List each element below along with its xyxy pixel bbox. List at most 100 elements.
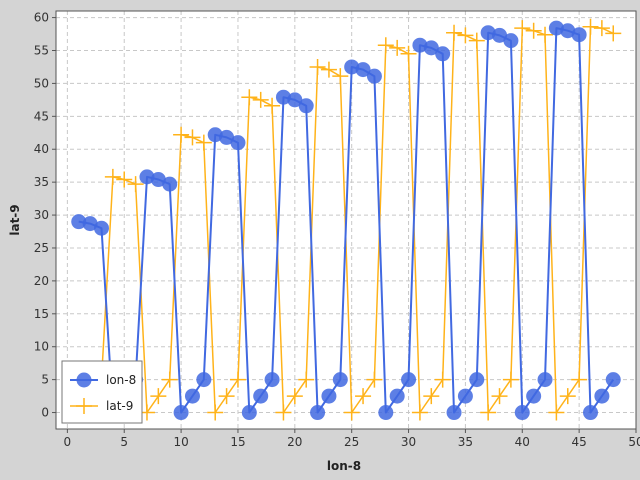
data-point-lat-9 bbox=[491, 388, 508, 405]
data-point-lon-8 bbox=[298, 98, 314, 114]
data-point-lon-8 bbox=[287, 92, 303, 108]
y-tick-label: 30 bbox=[34, 208, 49, 222]
data-point-lat-9 bbox=[275, 404, 292, 421]
y-tick-label: 25 bbox=[34, 241, 49, 255]
data-point-lat-9 bbox=[184, 129, 201, 146]
data-point-lon-8 bbox=[366, 68, 382, 84]
data-point-lat-9 bbox=[525, 22, 542, 39]
y-tick-label: 20 bbox=[34, 274, 49, 288]
data-point-lon-8 bbox=[492, 27, 508, 43]
data-point-lon-8 bbox=[514, 405, 530, 421]
data-point-lat-9 bbox=[195, 134, 212, 151]
y-tick-label: 15 bbox=[34, 307, 49, 321]
data-point-lon-8 bbox=[321, 388, 337, 404]
data-point-lat-9 bbox=[173, 126, 190, 143]
y-tick-label: 55 bbox=[34, 43, 49, 57]
data-point-lat-9 bbox=[252, 91, 269, 108]
x-tick-label: 35 bbox=[458, 435, 473, 449]
legend-marker-lon-8 bbox=[76, 372, 92, 388]
x-tick-label: 30 bbox=[401, 435, 416, 449]
data-point-lat-9 bbox=[332, 68, 349, 85]
data-point-lat-9 bbox=[298, 371, 315, 388]
data-point-lon-8 bbox=[253, 388, 269, 404]
data-point-lat-9 bbox=[480, 404, 497, 421]
data-point-lat-9 bbox=[559, 388, 576, 405]
data-point-lon-8 bbox=[503, 33, 519, 49]
data-point-lon-8 bbox=[605, 372, 621, 388]
data-point-lon-8 bbox=[423, 40, 439, 56]
data-point-lon-8 bbox=[355, 62, 371, 78]
data-point-lon-8 bbox=[583, 405, 599, 421]
data-point-lon-8 bbox=[275, 89, 291, 105]
series-lon-8 bbox=[71, 20, 621, 421]
legend-label-lat-9: lat-9 bbox=[106, 399, 133, 413]
data-point-lat-9 bbox=[104, 168, 121, 185]
x-tick-label: 15 bbox=[230, 435, 245, 449]
data-point-lat-9 bbox=[150, 388, 167, 405]
data-point-lon-8 bbox=[344, 59, 360, 75]
x-tick-label: 20 bbox=[287, 435, 302, 449]
legend-box bbox=[61, 360, 143, 424]
data-point-lon-8 bbox=[332, 372, 348, 388]
data-point-lon-8 bbox=[93, 220, 109, 236]
data-point-lat-9 bbox=[514, 20, 531, 37]
data-point-lat-9 bbox=[377, 37, 394, 54]
data-point-lat-9 bbox=[423, 388, 440, 405]
data-point-lon-8 bbox=[82, 216, 98, 232]
y-tick-label: 60 bbox=[34, 11, 49, 25]
data-point-lat-9 bbox=[400, 45, 417, 62]
x-tick-label: 45 bbox=[571, 435, 586, 449]
data-point-lat-9 bbox=[320, 61, 337, 78]
data-point-lat-9 bbox=[389, 39, 406, 56]
data-point-lon-8 bbox=[412, 37, 428, 53]
y-tick-label: 5 bbox=[41, 373, 49, 387]
data-point-lat-9 bbox=[593, 20, 610, 37]
data-point-lon-8 bbox=[196, 372, 212, 388]
y-tick-label: 45 bbox=[34, 109, 49, 123]
legend: lon-8 lat-9 bbox=[61, 360, 143, 424]
data-point-lon-8 bbox=[162, 176, 178, 192]
data-point-lon-8 bbox=[241, 405, 257, 421]
data-point-lat-9 bbox=[127, 176, 144, 193]
y-tick-label: 35 bbox=[34, 175, 49, 189]
data-point-lon-8 bbox=[401, 372, 417, 388]
data-point-lat-9 bbox=[207, 404, 224, 421]
data-point-lat-9 bbox=[502, 371, 519, 388]
data-point-lat-9 bbox=[161, 371, 178, 388]
data-point-lon-8 bbox=[457, 388, 473, 404]
data-point-lat-9 bbox=[116, 171, 133, 188]
data-point-lon-8 bbox=[526, 388, 542, 404]
data-point-lat-9 bbox=[218, 388, 235, 405]
data-point-lat-9 bbox=[446, 24, 463, 41]
data-point-lon-8 bbox=[219, 129, 235, 145]
x-tick-label: 25 bbox=[344, 435, 359, 449]
data-point-lon-8 bbox=[310, 405, 326, 421]
data-point-lat-9 bbox=[537, 26, 554, 43]
data-point-lon-8 bbox=[71, 214, 87, 230]
data-point-lon-8 bbox=[207, 127, 223, 143]
x-tick-label: 5 bbox=[120, 435, 128, 449]
data-point-lon-8 bbox=[571, 27, 587, 43]
data-point-lon-8 bbox=[446, 405, 462, 421]
plot-frame bbox=[55, 10, 637, 430]
legend-label-lon-8: lon-8 bbox=[106, 373, 136, 387]
data-point-lon-8 bbox=[594, 388, 610, 404]
data-point-lat-9 bbox=[571, 371, 588, 388]
x-tick-label: 40 bbox=[515, 435, 530, 449]
data-point-lon-8 bbox=[389, 388, 405, 404]
x-tick-label: 50 bbox=[628, 435, 640, 449]
data-point-lat-9 bbox=[434, 371, 451, 388]
x-axis-title: lon-8 bbox=[327, 459, 361, 473]
data-point-lat-9 bbox=[241, 89, 258, 106]
data-point-lat-9 bbox=[286, 388, 303, 405]
data-point-lon-8 bbox=[435, 46, 451, 62]
x-tick-label: 0 bbox=[64, 435, 72, 449]
y-tick-label: 40 bbox=[34, 142, 49, 156]
data-point-lon-8 bbox=[264, 372, 280, 388]
data-point-lon-8 bbox=[537, 372, 553, 388]
data-point-lon-8 bbox=[173, 405, 189, 421]
data-point-lat-9 bbox=[411, 404, 428, 421]
data-point-lat-9 bbox=[457, 27, 474, 44]
data-point-lat-9 bbox=[343, 404, 360, 421]
